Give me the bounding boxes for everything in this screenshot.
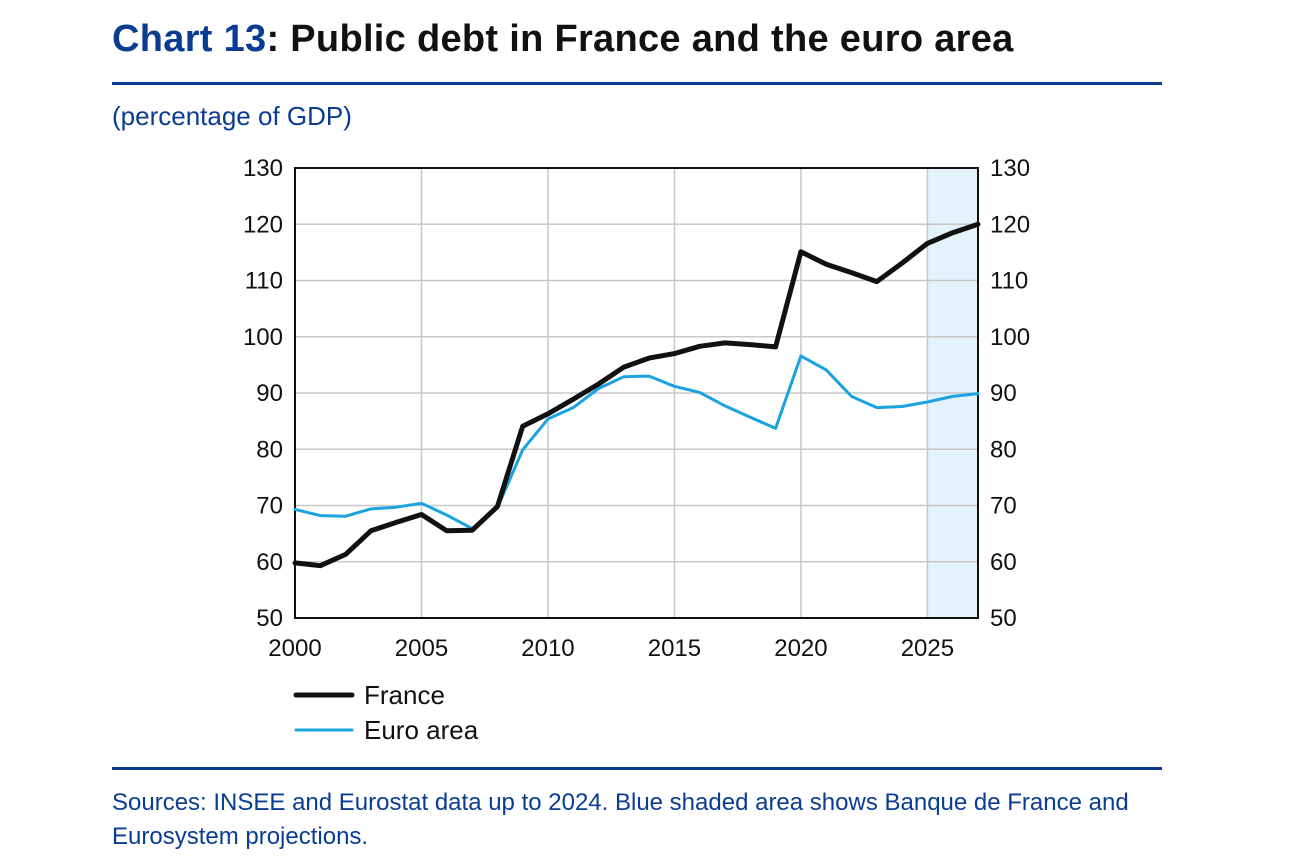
chart-title-text: : Public debt in France and the euro are… xyxy=(266,18,1014,60)
x-axis-ticks: 2000 2005 2010 2015 2020 2025 xyxy=(268,635,954,662)
series-lines xyxy=(292,221,981,569)
x-tick-label: 2025 xyxy=(901,635,954,662)
x-tick-label: 2000 xyxy=(268,635,321,662)
y-tick-label-left: 80 xyxy=(256,436,283,463)
unit-label: (percentage of GDP) xyxy=(112,101,352,131)
y-axis-ticks: 50 50 60 60 70 70 80 80 90 90 100 100 110 110 120 120 13… xyxy=(243,155,1030,632)
x-tick-label: 2010 xyxy=(521,635,574,662)
y-tick-label-left: 90 xyxy=(256,380,283,407)
series-line-france xyxy=(292,221,981,569)
y-tick-label-left: 100 xyxy=(243,324,283,351)
y-tick-label-left: 50 xyxy=(256,605,283,632)
y-tick-label-right: 80 xyxy=(990,436,1017,463)
y-tick-label-left: 120 xyxy=(243,211,283,238)
y-tick-label-left: 130 xyxy=(243,155,283,182)
y-tick-label-left: 60 xyxy=(256,549,283,576)
x-tick-label: 2015 xyxy=(648,635,701,662)
chart-area: 50 50 60 60 70 70 80 80 90 90 100 100 110 110 120 120 13… xyxy=(243,155,1030,745)
y-tick-label-right: 100 xyxy=(990,324,1030,351)
y-tick-label-right: 130 xyxy=(990,155,1030,182)
footer-rule xyxy=(112,767,1162,770)
y-tick-label-left: 110 xyxy=(245,268,283,295)
y-tick-label-right: 70 xyxy=(990,493,1017,520)
x-tick-label: 2005 xyxy=(395,635,448,662)
y-tick-label-left: 70 xyxy=(256,493,283,520)
x-tick-label: 2020 xyxy=(774,635,827,662)
gridlines xyxy=(295,168,978,618)
y-tick-label-right: 60 xyxy=(990,549,1017,576)
chart-number: Chart 13 xyxy=(112,18,267,60)
legend-label: France xyxy=(364,680,445,710)
chart-title: Chart 13: Public debt in France and the … xyxy=(112,18,1014,61)
y-tick-label-right: 90 xyxy=(990,380,1017,407)
sources-note: Sources: INSEE and Eurostat data up to 2… xyxy=(112,789,1129,850)
series-line-euro-area xyxy=(293,354,980,531)
legend: France Euro area xyxy=(293,680,479,745)
legend-label: Euro area xyxy=(364,715,479,745)
title-rule xyxy=(112,82,1162,85)
y-tick-label-right: 120 xyxy=(990,211,1030,238)
y-tick-label-right: 50 xyxy=(990,605,1017,632)
y-tick-label-right: 110 xyxy=(990,268,1028,295)
